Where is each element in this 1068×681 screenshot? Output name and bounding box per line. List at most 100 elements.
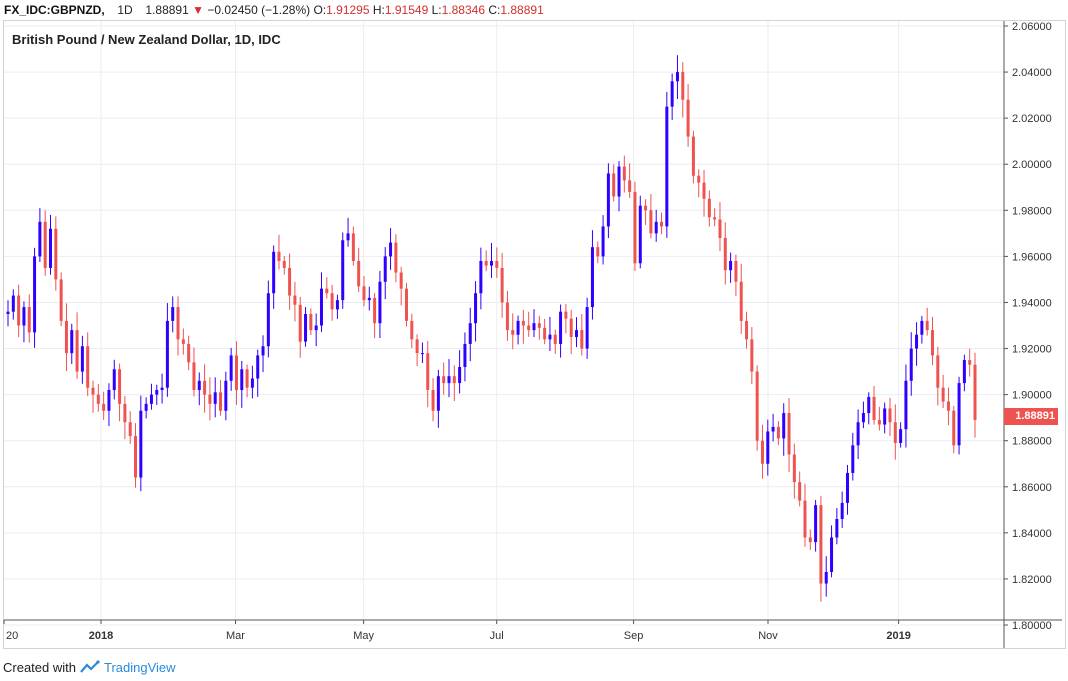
candle-body (208, 394, 212, 404)
candle-body (760, 440, 764, 464)
price-axis[interactable]: 2.06000 2.04000 2.02000 2.00000 1.98000 1.960… (1003, 21, 1052, 648)
candle (782, 403, 786, 456)
candle (314, 313, 318, 347)
candle (484, 250, 488, 272)
tradingview-brand[interactable]: TradingView (103, 659, 176, 675)
candle (293, 281, 297, 322)
candle (798, 471, 802, 507)
candle (399, 266, 403, 306)
candle (452, 365, 456, 402)
candle-body (75, 330, 79, 372)
candle (851, 432, 855, 481)
candle (814, 499, 818, 552)
candle (118, 363, 122, 422)
candle-body (213, 392, 217, 404)
candle (43, 210, 47, 276)
candle (479, 247, 483, 310)
candle-body (739, 281, 743, 321)
candle (803, 483, 807, 547)
y-tick-label: 1.98000 (1012, 205, 1052, 217)
candle (548, 316, 552, 352)
interval-label[interactable]: 1D (117, 3, 133, 17)
candle-body (628, 180, 632, 192)
candle (723, 222, 727, 285)
candle-body (341, 240, 345, 301)
candle (675, 55, 679, 100)
candle-body (729, 260, 733, 271)
symbol-name[interactable]: FX_IDC:GBPNZD, (4, 3, 105, 17)
candle (500, 252, 504, 318)
candle (580, 314, 584, 356)
candle-body (330, 293, 334, 310)
candle-body (112, 369, 116, 391)
candle-body (80, 346, 84, 372)
candle (713, 208, 717, 227)
candle-body (888, 408, 892, 423)
candle (516, 315, 520, 345)
time-axis[interactable]: 20 2018 Mar May Jul Sep Nov 2019 (3, 619, 1062, 642)
candle (925, 307, 929, 336)
candle (729, 252, 733, 283)
candle-body (452, 376, 456, 384)
candle (49, 214, 53, 275)
candle-body (867, 396, 871, 414)
candle-body (171, 307, 175, 321)
candle (96, 383, 100, 412)
candle-body (681, 72, 685, 100)
candles (6, 55, 977, 602)
candle (941, 374, 945, 409)
candle-body (394, 242, 398, 273)
candle-body (479, 260, 483, 294)
candle-body (968, 360, 972, 365)
chart-frame[interactable] (3, 20, 1066, 649)
candle (490, 242, 493, 278)
candle (256, 349, 260, 397)
candle (33, 247, 37, 348)
price-change-percent: (−1.28%) (261, 3, 311, 17)
candle-body (792, 454, 796, 483)
candle (776, 421, 780, 445)
candle (208, 377, 212, 421)
candle-body (697, 175, 701, 183)
candle-body (638, 205, 642, 264)
candle (505, 290, 509, 341)
candle (463, 332, 467, 382)
x-tick-label: 20 (6, 630, 18, 642)
low-value: 1.88346 (441, 3, 486, 17)
candle (718, 202, 722, 252)
candle-body (973, 364, 977, 420)
candle-body (139, 410, 143, 478)
candle-body (904, 380, 908, 430)
candle (144, 397, 148, 419)
candle (319, 272, 323, 333)
candle (91, 380, 95, 413)
candle (840, 491, 844, 528)
candle (644, 199, 648, 225)
candle (404, 282, 408, 327)
candle (665, 91, 669, 238)
candle-body (713, 217, 717, 220)
candle-body (952, 410, 956, 446)
high-label: H: (372, 3, 385, 17)
candle (766, 419, 770, 476)
candle-body (70, 330, 74, 354)
candle-body (118, 369, 122, 404)
candle-body (261, 346, 265, 356)
x-tick-label: May (353, 630, 374, 642)
candle-body (165, 320, 169, 388)
candle (952, 405, 956, 454)
candle (362, 276, 366, 307)
candle (617, 161, 621, 212)
candle-body (734, 260, 738, 282)
candle (468, 307, 472, 362)
candle-body (745, 320, 749, 340)
y-tick-label: 1.84000 (1012, 528, 1052, 540)
candle (282, 256, 286, 275)
candle-body (622, 166, 626, 181)
candle (357, 247, 361, 293)
candle-body (240, 369, 244, 391)
high-value: 1.91549 (384, 3, 429, 17)
candle-body (128, 422, 132, 437)
candle-body (219, 392, 223, 411)
